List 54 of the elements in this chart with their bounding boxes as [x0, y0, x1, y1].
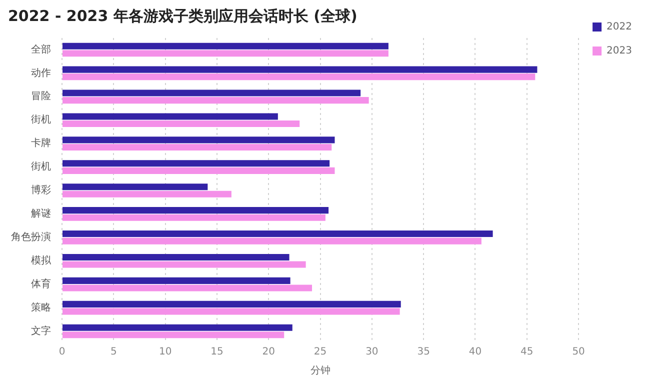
bar [62, 120, 300, 128]
x-tick-label: 20 [262, 346, 275, 358]
bar [62, 284, 312, 292]
bar [62, 90, 361, 96]
bar [62, 144, 332, 150]
bar [62, 308, 400, 315]
bar [62, 332, 284, 338]
bar [62, 238, 482, 244]
bar [62, 254, 290, 261]
bar [62, 50, 388, 57]
y-tick-label: 解谜 [31, 208, 51, 220]
y-tick-label: 模拟 [31, 254, 52, 266]
bar [62, 230, 493, 238]
bar [62, 261, 306, 268]
bar [62, 113, 278, 120]
bar [62, 277, 290, 284]
bar [62, 184, 208, 190]
x-tick-label: 0 [58, 346, 66, 358]
bar [62, 207, 329, 214]
y-tick-label: 冒险 [31, 90, 51, 102]
bar [62, 66, 538, 73]
y-tick-label: 卡牌 [31, 137, 51, 150]
x-tick-label: 5 [110, 346, 117, 358]
chart-title: 2022 - 2023 年各游戏子类别应用会话时长 (全球) [8, 6, 358, 25]
x-tick-label: 15 [210, 346, 224, 358]
y-tick-label: 策略 [31, 301, 51, 314]
x-tick-label: 25 [314, 346, 327, 358]
bar [62, 324, 292, 331]
bar [62, 167, 335, 174]
y-tick-label: 街机 [31, 160, 51, 173]
x-axis-title: 分钟 [310, 364, 330, 377]
bar [62, 42, 388, 50]
legend-label: 2023 [606, 46, 632, 57]
bar [62, 214, 326, 221]
bar [62, 74, 536, 80]
bar [62, 136, 335, 144]
y-tick-label: 街机 [31, 114, 51, 126]
x-tick-label: 50 [572, 346, 585, 358]
x-tick-label: 30 [366, 346, 378, 358]
y-tick-label: 动作 [31, 68, 51, 79]
x-tick-label: 10 [158, 346, 172, 358]
y-tick-label: 全部 [31, 43, 51, 56]
y-tick-label: 文字 [31, 324, 51, 337]
bar [62, 160, 330, 167]
legend-label: 2022 [606, 22, 632, 33]
bar [62, 300, 401, 308]
bar [62, 97, 369, 104]
y-tick-label: 博彩 [31, 184, 51, 196]
x-tick-label: 35 [417, 346, 430, 358]
bar [62, 190, 232, 198]
x-tick-label: 45 [520, 346, 534, 358]
y-tick-label: 角色扮演 [11, 231, 51, 244]
y-tick-label: 体育 [31, 278, 51, 290]
x-tick-label: 40 [468, 346, 482, 358]
